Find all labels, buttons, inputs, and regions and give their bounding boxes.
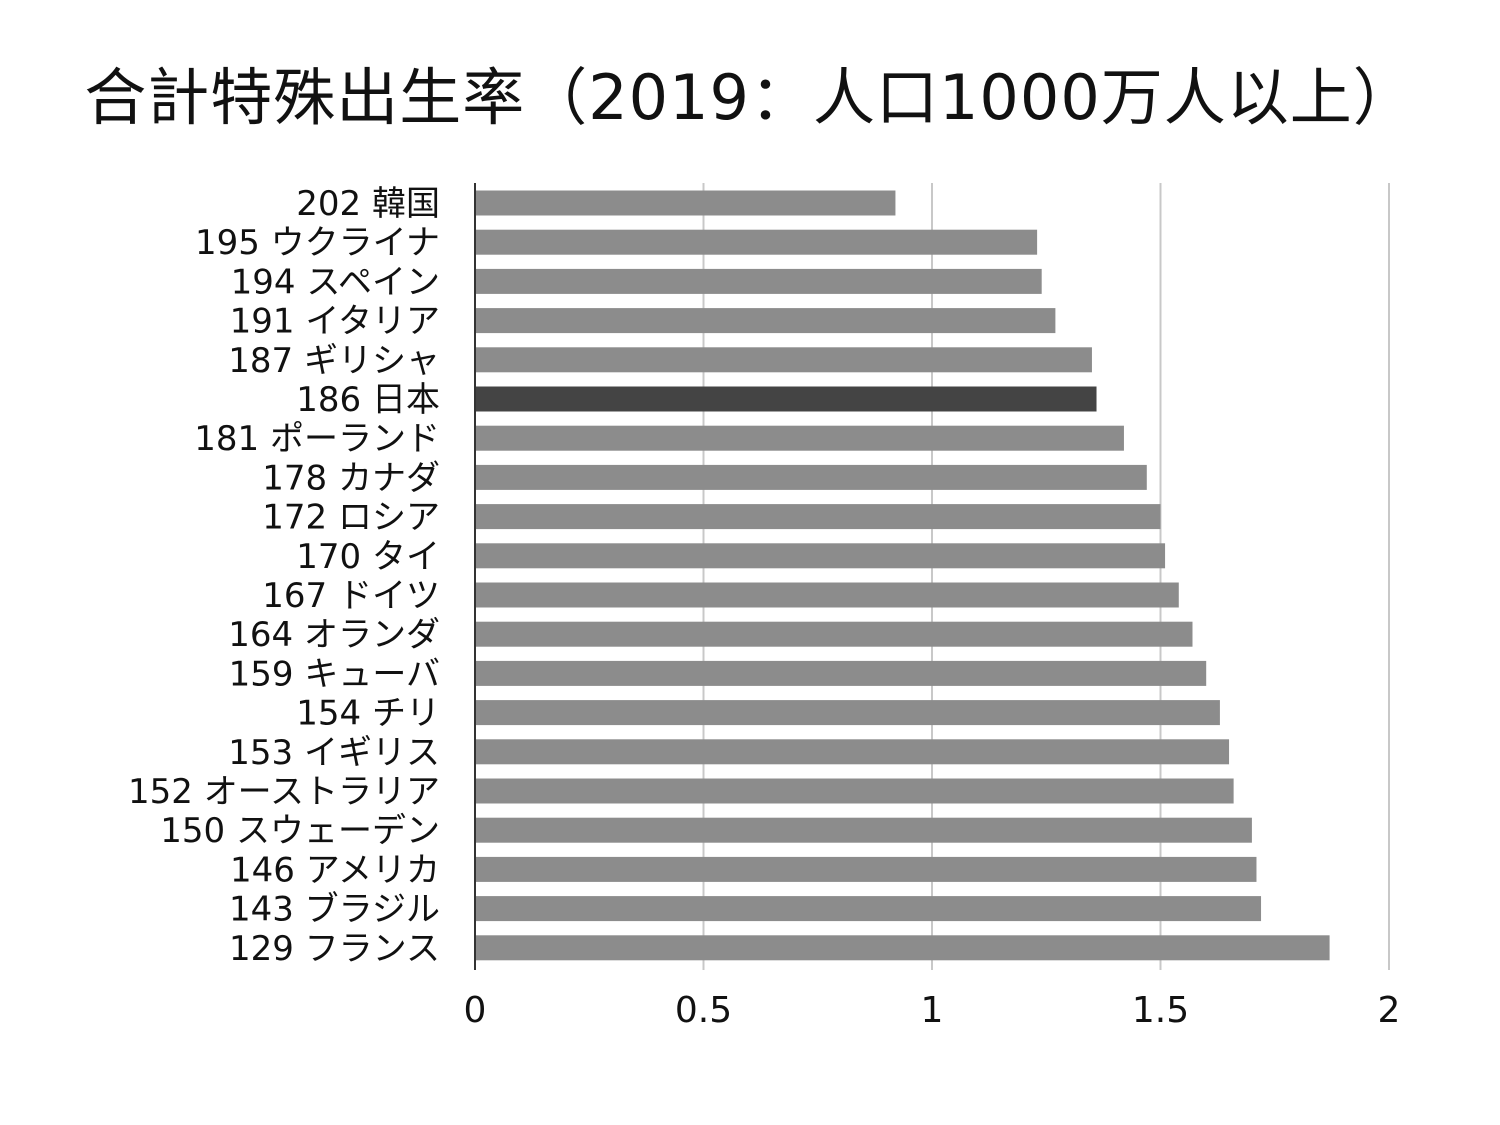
category-label: 129 フランス: [229, 929, 440, 969]
bar: [475, 425, 1124, 451]
x-tick-label: 0: [464, 990, 487, 1031]
bar: [475, 817, 1252, 843]
category-label: 146 アメリカ: [230, 850, 440, 890]
category-label: 202 韓国: [296, 184, 440, 224]
category-label: 170 タイ: [296, 537, 440, 577]
category-label: 167 ドイツ: [262, 576, 440, 616]
bar: [475, 229, 1038, 255]
category-label: 152 オーストラリア: [128, 772, 440, 812]
x-tick-label: 1.5: [1132, 990, 1189, 1031]
bar: [475, 739, 1230, 765]
bar: [475, 347, 1092, 373]
bar: [475, 621, 1193, 647]
category-label: 187 ギリシャ: [228, 341, 440, 381]
gridlines: [702, 183, 1390, 970]
bar: [475, 856, 1257, 882]
category-label: 178 カナダ: [262, 458, 440, 498]
category-label: 143 ブラジル: [229, 890, 440, 930]
bars: [475, 190, 1330, 961]
category-label: 153 イギリス: [228, 733, 440, 773]
bar: [475, 504, 1161, 530]
bar: [475, 700, 1220, 726]
category-label: 164 オランダ: [228, 615, 440, 655]
category-label: 150 スウェーデン: [160, 811, 440, 851]
category-label: 186 日本: [296, 380, 440, 420]
x-tick-label: 1: [921, 990, 944, 1031]
bar: [475, 935, 1330, 961]
category-label: 191 イタリア: [230, 302, 440, 342]
bar: [475, 464, 1147, 490]
bar: [475, 268, 1042, 294]
bar: [475, 582, 1179, 608]
bar: [475, 660, 1207, 686]
bar: [475, 190, 896, 216]
category-label: 195 ウクライナ: [195, 223, 440, 263]
bar-highlight: [475, 386, 1097, 412]
chart-title: 合計特殊出生率（2019：人口1000万人以上）: [84, 61, 1416, 134]
bar: [475, 308, 1056, 334]
category-label: 159 キューバ: [229, 654, 440, 694]
bar: [475, 543, 1166, 569]
category-label: 172 ロシア: [262, 498, 440, 538]
category-label: 181 ポーランド: [194, 419, 440, 459]
x-tick-label: 2: [1378, 990, 1401, 1031]
tick-labels: 0 0.5 1 1.5 2: [464, 990, 1401, 1031]
bar: [475, 778, 1234, 804]
category-label: 154 チリ: [296, 694, 440, 734]
x-tick-label: 0.5: [675, 990, 732, 1031]
bar: [475, 896, 1262, 922]
category-label: 194 スペイン: [231, 262, 440, 302]
